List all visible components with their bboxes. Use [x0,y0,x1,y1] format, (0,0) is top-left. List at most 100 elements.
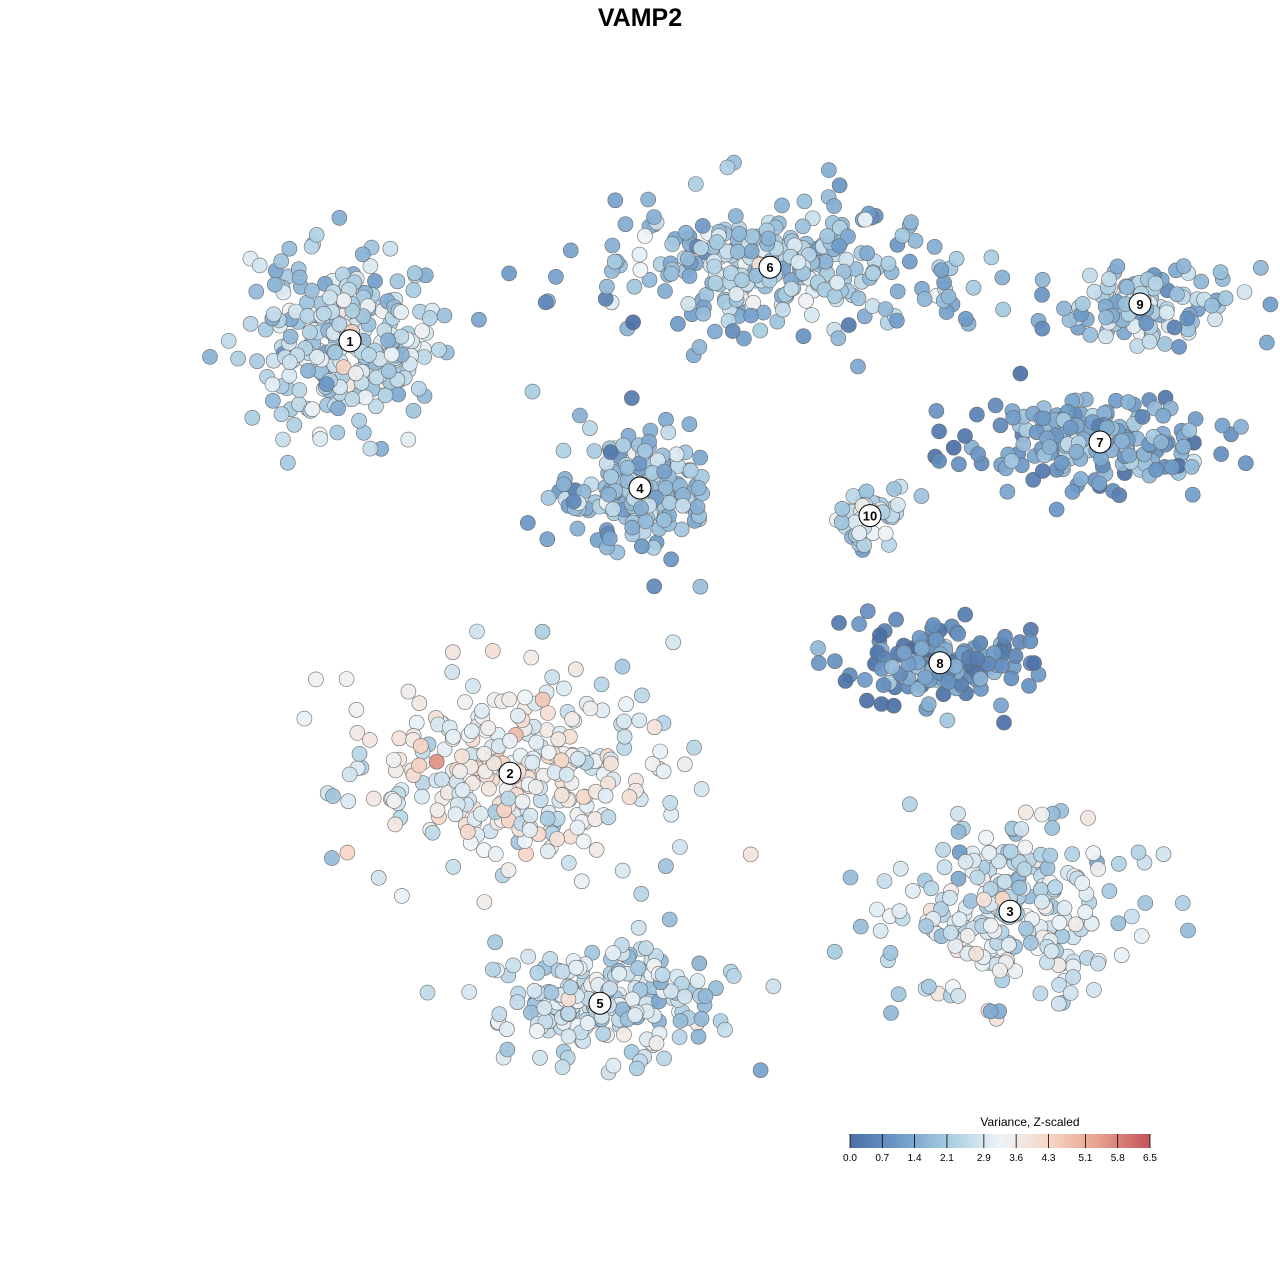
scatter-point [534,691,551,708]
scatter-point [904,882,921,899]
cluster-label-badge [338,329,362,353]
scatter-point [687,176,704,192]
scatter-point [995,301,1011,318]
scatter-point [1042,847,1058,864]
scatter-point [1183,459,1200,475]
scatter-point [969,650,986,667]
scatter-point [601,486,617,503]
scatter-point [774,301,791,318]
scatter-point [244,409,261,426]
scatter-point [842,869,859,886]
scatter-point [1013,821,1030,837]
scatter-point [1109,258,1126,275]
scatter-point [1056,900,1073,916]
scatter-point [691,955,708,972]
scatter-point [672,1013,689,1029]
scatter-point [586,443,603,459]
cluster-label: 3 [998,899,1022,923]
scatter-point [694,218,711,234]
cluster-label: 7 [1088,430,1112,454]
cluster-label-text: 5 [596,996,603,1011]
scatter-point [810,640,826,657]
scatter-point [362,258,379,274]
scatter-point [826,943,843,960]
scatter-point [273,253,290,270]
scatter-point [743,307,759,324]
scatter-point [644,756,661,772]
scatter-point [1034,320,1051,337]
scatter-point [625,314,641,331]
scatter-point [344,302,361,319]
scatter-point [706,258,723,275]
scatter-point [624,519,641,536]
scatter-point [859,692,875,709]
scatter-point [309,349,325,365]
cluster-label-text: 8 [936,656,943,671]
scatter-point [982,1003,999,1020]
scatter-point [1101,271,1117,288]
scatter-point [1047,879,1063,896]
scatter-point [1016,861,1033,878]
scatter-point [913,640,930,657]
scatter-point [548,268,564,285]
scatter-point [931,423,947,440]
scatter-point [725,968,742,984]
scatter-point [876,873,893,889]
scatter-point [617,216,634,232]
cluster-label-text: 1 [346,334,353,349]
cluster-label-text: 2 [506,766,513,781]
scatter-point [414,323,431,339]
scatter-point [1064,846,1080,862]
scatter-point [783,280,800,297]
scatter-point [697,988,714,1004]
scatter-point [499,1021,515,1037]
scatter-point [743,243,760,260]
scatter-point [658,858,674,875]
scatter-point [500,790,517,807]
scatter-point [554,1059,571,1075]
scatter-point [386,793,402,809]
scatter-point [752,1062,769,1078]
scatter-point [663,265,680,282]
scatter-point [752,322,769,339]
scatter-point [719,159,736,176]
scatter-point [600,809,617,826]
scatter-point [1015,436,1032,452]
scatter-point [889,497,906,513]
scatter-point [923,880,940,897]
scatter-point [657,283,673,299]
scatter-point [872,922,889,939]
scatter-point [593,676,610,693]
scatter-point [522,807,539,824]
scatter-point [638,940,654,957]
scatter-point [728,286,745,302]
scatter-point [692,578,709,595]
scatter-point [487,934,503,951]
scatter-point [1018,920,1034,937]
scatter-point [671,1029,688,1045]
scatter-point [633,538,650,555]
scatter-point [273,406,290,423]
scatter-point [950,988,967,1004]
scatter-point [281,240,298,257]
scatter-point [774,197,790,214]
cluster-labels-layer: 1 2 3 4 5 6 7 8 9 10 [338,255,1152,1015]
scatter-point [951,911,968,928]
scatter-point [553,787,570,803]
scatter-point [394,888,410,904]
scatter-point [1035,410,1052,427]
cluster-label: 2 [498,761,522,785]
scatter-point [572,407,588,424]
scatter-point [992,417,1009,434]
scatter-point [282,328,299,345]
scatter-point [339,844,356,861]
scatter-point [517,689,533,706]
cluster-label-badge [498,761,522,785]
scatter-point [626,278,643,295]
scatter-point [429,802,446,819]
cluster-label-text: 3 [1006,904,1013,919]
scatter-point [708,980,724,997]
scatter-point [452,763,468,780]
scatter-point [433,771,450,788]
scatter-point [1086,982,1102,998]
